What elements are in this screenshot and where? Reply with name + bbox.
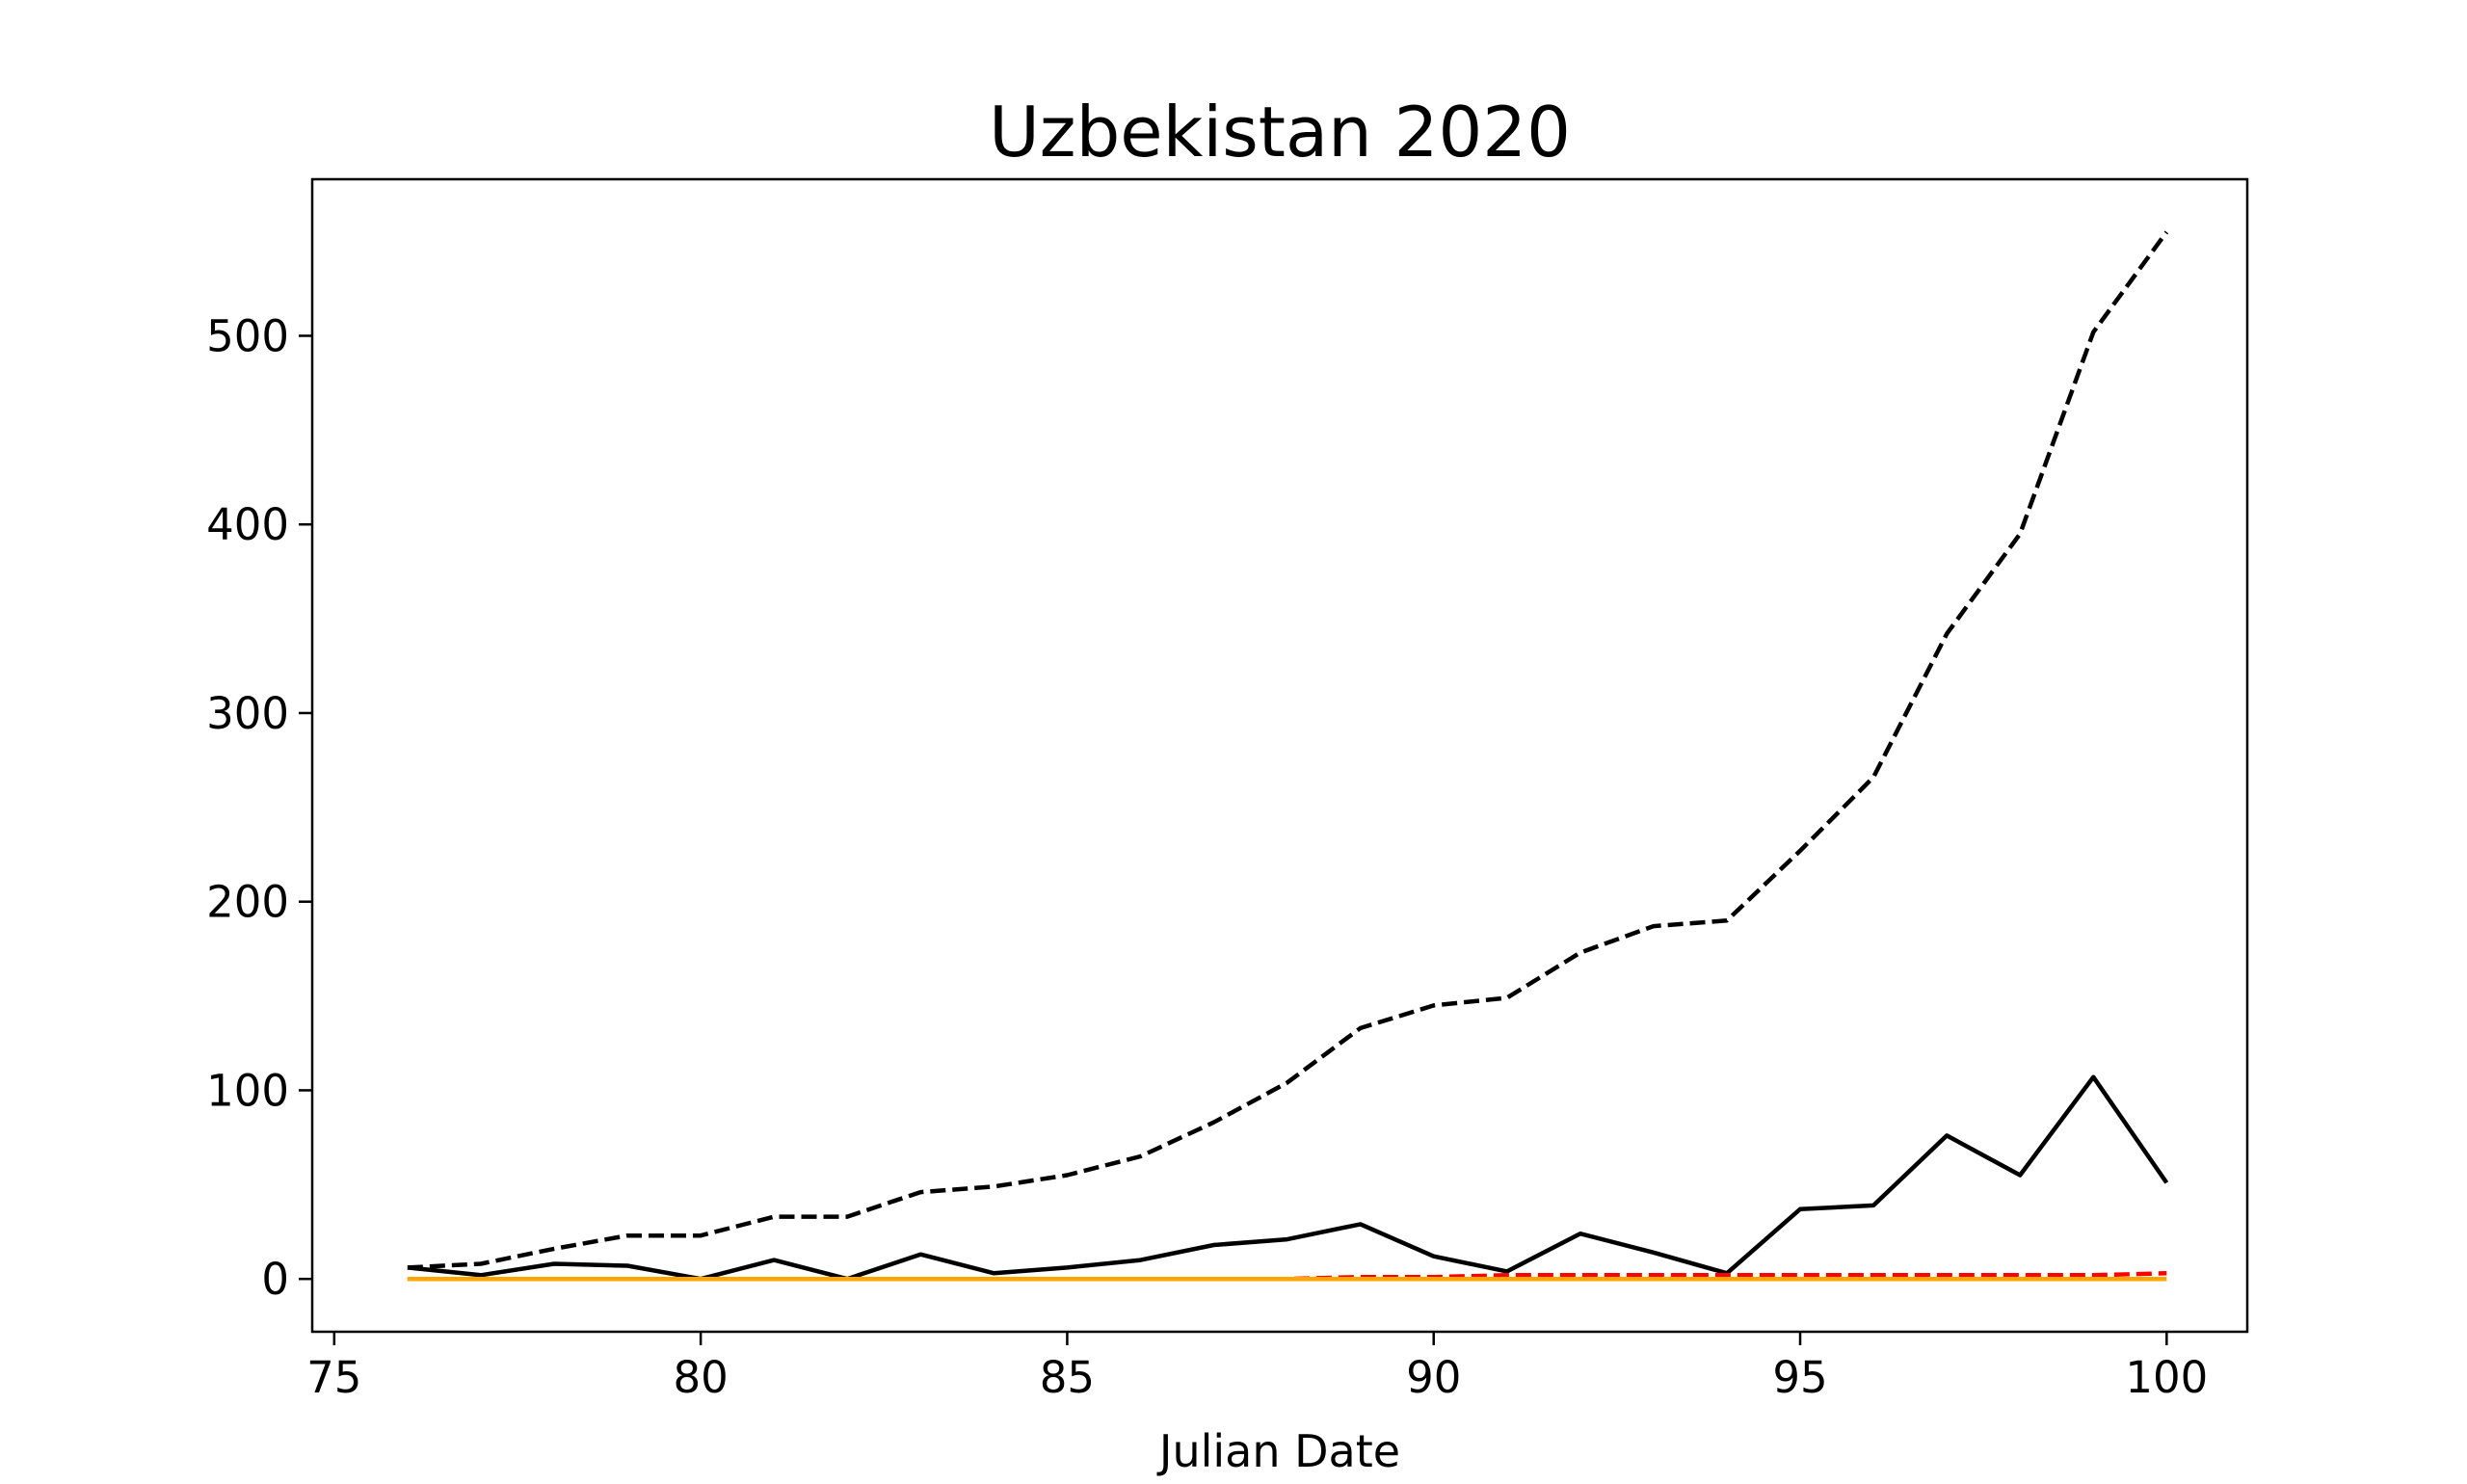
y-axis: 0 100 200 300 400 500 bbox=[206, 310, 312, 1305]
y-tick-label: 300 bbox=[206, 688, 289, 739]
plot-frame bbox=[310, 177, 2249, 1334]
x-axis: 75 80 85 90 95 100 bbox=[306, 1332, 2208, 1403]
x-axis-label: Julian Date bbox=[1156, 1425, 1400, 1477]
y-tick-label: 100 bbox=[206, 1065, 289, 1116]
x-tick-label: 85 bbox=[1040, 1352, 1095, 1403]
series-line-2 bbox=[407, 1074, 2169, 1282]
series-line-1 bbox=[407, 230, 2169, 1270]
y-tick-label: 400 bbox=[206, 499, 289, 550]
chart-title: Uzbekistan 2020 bbox=[989, 92, 1571, 172]
x-tick-label: 100 bbox=[2125, 1352, 2208, 1403]
x-tick-label: 80 bbox=[673, 1352, 728, 1403]
x-tick-label: 75 bbox=[306, 1352, 361, 1403]
x-tick-label: 90 bbox=[1406, 1352, 1461, 1403]
y-tick-label: 0 bbox=[261, 1254, 289, 1305]
y-tick-label: 500 bbox=[206, 310, 289, 361]
plot-area bbox=[407, 230, 2169, 1282]
x-tick-label: 95 bbox=[1772, 1352, 1827, 1403]
y-tick-label: 200 bbox=[206, 877, 289, 928]
